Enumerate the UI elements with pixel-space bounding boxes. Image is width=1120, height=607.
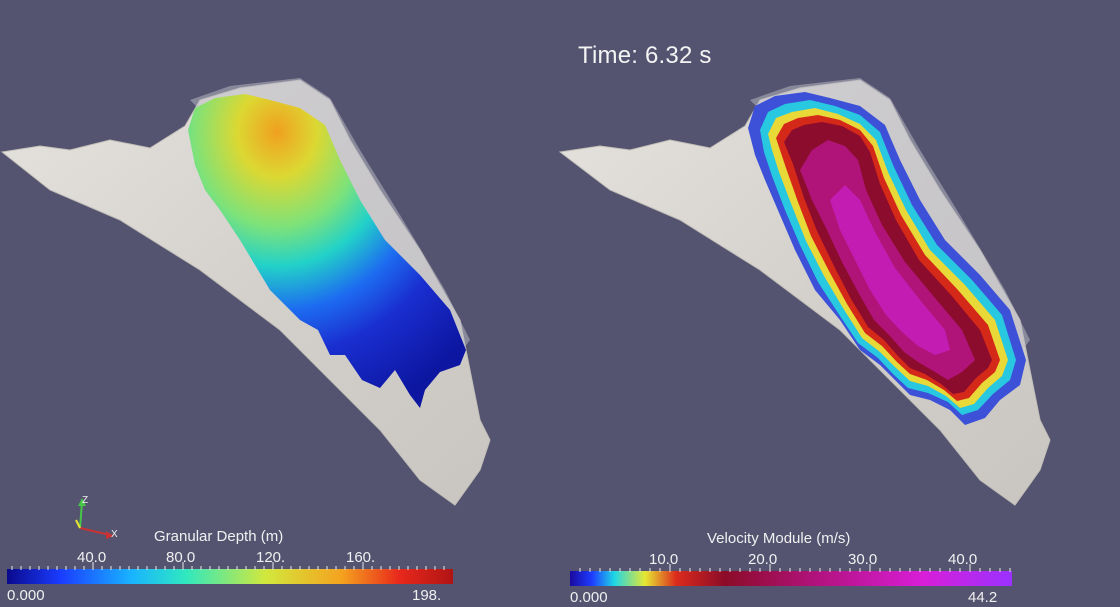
velocity-min-label: 0.000 [570,589,608,606]
depth-tick-label: 120. [256,549,286,566]
z-axis-arrow [79,501,83,529]
velocity-max-label: 44.2 [968,589,998,606]
velocity-colorbar-ticks [579,564,1011,572]
orientation-axes [75,498,114,539]
depth-colorbar-gradient [7,569,453,584]
x-axis-arrow [79,527,111,536]
x-axis-label: X [111,529,118,540]
depth-colorbar [7,562,453,584]
velocity-colorbar-gradient [570,571,1012,586]
depth-tick-label: 80.0 [166,549,196,566]
velocity-tick-label: 40.0 [948,551,978,568]
y-axis-arrow [75,519,81,529]
velocity-colorbar [570,564,1012,586]
velocity-tick-label: 30.0 [848,551,878,568]
z-axis-label: Z [82,495,89,506]
velocity-tick-label: 20.0 [748,551,778,568]
depth-max-label: 198. [412,587,442,604]
depth-tick-label: 40.0 [77,549,107,566]
x-axis-arrowhead [106,531,114,539]
depth-colorbar-ticks [11,562,445,570]
depth-flow-surface [188,94,466,408]
velocity-colorbar-title: Velocity Module (m/s) [707,530,851,547]
depth-tick-label: 160. [346,549,376,566]
time-annotation: Time: 6.32 s [578,42,712,69]
velocity-flow-surface [748,92,1026,425]
velocity-tick-label: 10.0 [649,551,679,568]
depth-colorbar-title: Granular Depth (m) [154,528,284,545]
depth-min-label: 0.000 [7,587,45,604]
z-axis-arrowhead [78,498,86,506]
